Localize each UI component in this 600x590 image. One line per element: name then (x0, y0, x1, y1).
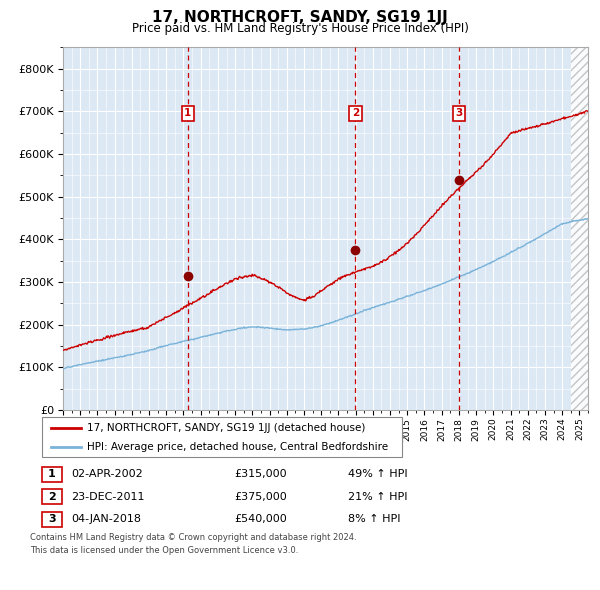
Text: This data is licensed under the Open Government Licence v3.0.: This data is licensed under the Open Gov… (30, 546, 298, 555)
Text: 49% ↑ HPI: 49% ↑ HPI (348, 470, 407, 479)
Text: 3: 3 (48, 514, 56, 524)
Text: HPI: Average price, detached house, Central Bedfordshire: HPI: Average price, detached house, Cent… (87, 442, 388, 452)
Text: 1: 1 (48, 470, 56, 479)
Text: 2: 2 (352, 109, 359, 119)
Text: Contains HM Land Registry data © Crown copyright and database right 2024.: Contains HM Land Registry data © Crown c… (30, 533, 356, 542)
Text: 17, NORTHCROFT, SANDY, SG19 1JJ: 17, NORTHCROFT, SANDY, SG19 1JJ (152, 10, 448, 25)
Text: 21% ↑ HPI: 21% ↑ HPI (348, 492, 407, 502)
Text: Price paid vs. HM Land Registry's House Price Index (HPI): Price paid vs. HM Land Registry's House … (131, 22, 469, 35)
Text: 04-JAN-2018: 04-JAN-2018 (71, 514, 141, 524)
Text: £375,000: £375,000 (234, 492, 287, 502)
Text: 02-APR-2002: 02-APR-2002 (71, 470, 143, 479)
Polygon shape (571, 47, 588, 410)
Text: 23-DEC-2011: 23-DEC-2011 (71, 492, 145, 502)
Text: 1: 1 (184, 109, 191, 119)
Text: 8% ↑ HPI: 8% ↑ HPI (348, 514, 401, 524)
Text: 2: 2 (48, 492, 56, 502)
Text: 17, NORTHCROFT, SANDY, SG19 1JJ (detached house): 17, NORTHCROFT, SANDY, SG19 1JJ (detache… (87, 424, 365, 434)
Text: £315,000: £315,000 (234, 470, 287, 479)
Text: £540,000: £540,000 (234, 514, 287, 524)
Text: 3: 3 (455, 109, 463, 119)
